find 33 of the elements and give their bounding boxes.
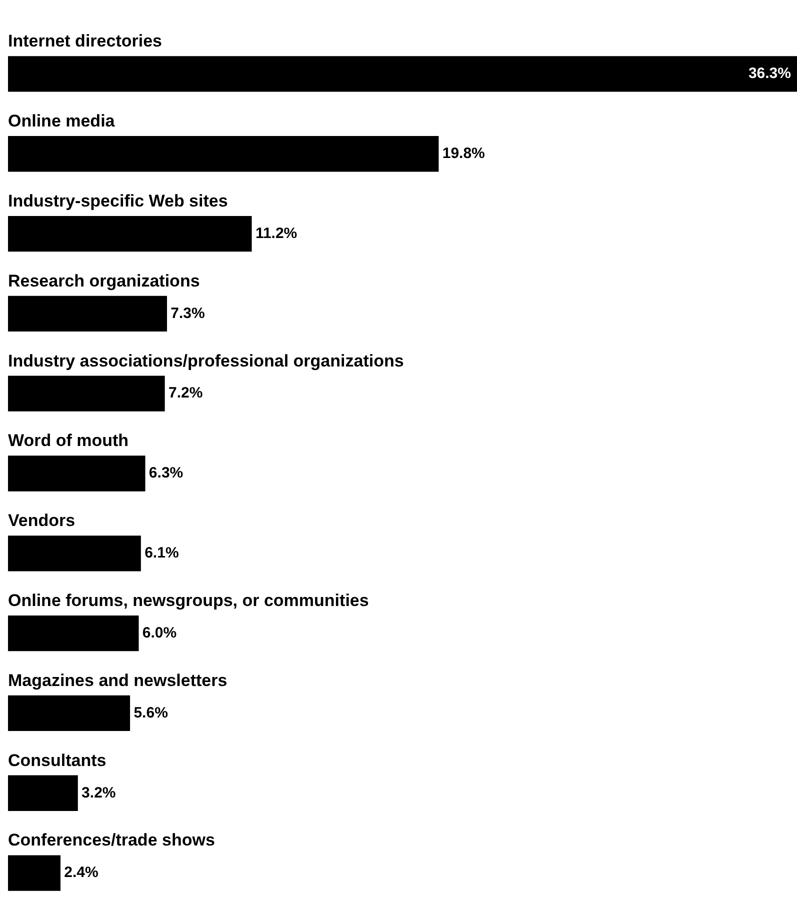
data-label: 6.0% — [142, 624, 177, 642]
y-tick-label: Online forums, newsgroups, or communities — [8, 591, 369, 610]
data-label: 36.3% — [748, 65, 791, 82]
data-label: 3.2% — [82, 784, 116, 802]
bar — [8, 376, 165, 412]
bar — [8, 216, 252, 252]
bar — [8, 136, 439, 172]
bar — [8, 855, 60, 891]
bar — [8, 56, 797, 92]
bar — [8, 296, 167, 332]
bar — [8, 536, 141, 572]
y-tick-label: Internet directories — [8, 32, 162, 51]
y-tick-label: Conferences/trade shows — [8, 830, 215, 850]
bar — [8, 695, 130, 732]
data-label: 7.2% — [168, 384, 203, 402]
y-tick-label: Consultants — [8, 750, 106, 770]
bar — [8, 456, 146, 492]
data-label: 19.8% — [442, 145, 485, 162]
data-label: 2.4% — [64, 864, 98, 882]
bar — [8, 775, 78, 811]
data-label: 11.2% — [255, 224, 298, 242]
data-label: 5.6% — [134, 704, 168, 722]
y-tick-label: Research organizations — [8, 271, 200, 290]
y-tick-label: Online media — [8, 112, 116, 131]
data-label: 6.3% — [148, 464, 184, 482]
data-label: 7.3% — [170, 304, 205, 322]
y-tick-label: Magazines and newsletters — [8, 670, 228, 690]
y-tick-label: Industry associations/professional organizations — [8, 351, 404, 370]
y-tick-label: Industry-specific Web sites — [8, 191, 228, 210]
bar — [8, 615, 139, 652]
y-tick-label: Word of mouth — [8, 431, 129, 450]
data-label: 6.1% — [144, 544, 179, 562]
y-tick-label: Vendors — [8, 511, 76, 530]
